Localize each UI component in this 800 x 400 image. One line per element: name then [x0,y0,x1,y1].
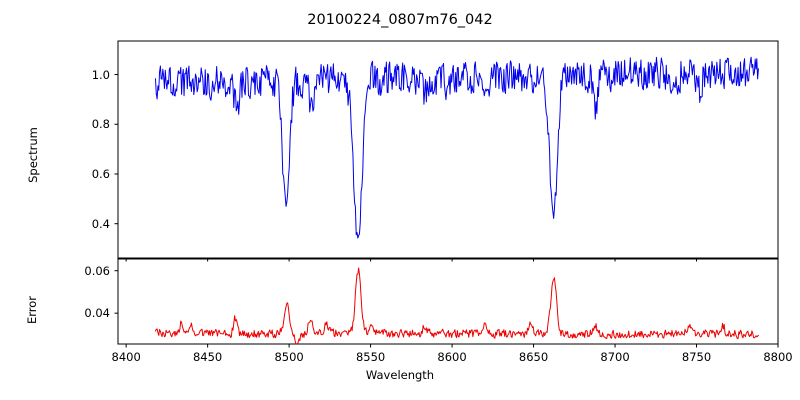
x-tick-label: 8550 [355,350,386,364]
x-axis-label-wavelength: Wavelength [365,368,435,382]
x-tick-label: 8650 [518,350,549,364]
error-panel-ytick-label: 0.06 [84,263,110,278]
x-tick-label: 8600 [437,350,467,364]
error-panel-frame [117,258,779,345]
spectrum-panel-frame [117,40,779,259]
x-tick-label: 8500 [274,350,304,364]
spectrum-panel-ytick-label: 0.8 [91,117,110,132]
x-tick-label: 8800 [763,350,793,364]
x-tick-label: 8750 [681,350,712,364]
figure-title: 20100224_0807m76_042 [307,12,493,28]
x-tick-label: 8700 [600,350,630,364]
spectrum-panel-ytick-label: 1.0 [91,67,110,82]
error-line [154,267,759,344]
spectrum-panel-ytick-label: 0.6 [91,166,110,181]
error-panel-ytick-label: 0.04 [84,306,110,321]
x-tick-label: 8400 [111,350,141,364]
x-tick-label: 8450 [192,350,223,364]
spectrum-panel-ytick-label: 0.4 [91,216,110,231]
spectrum-line [154,56,759,239]
